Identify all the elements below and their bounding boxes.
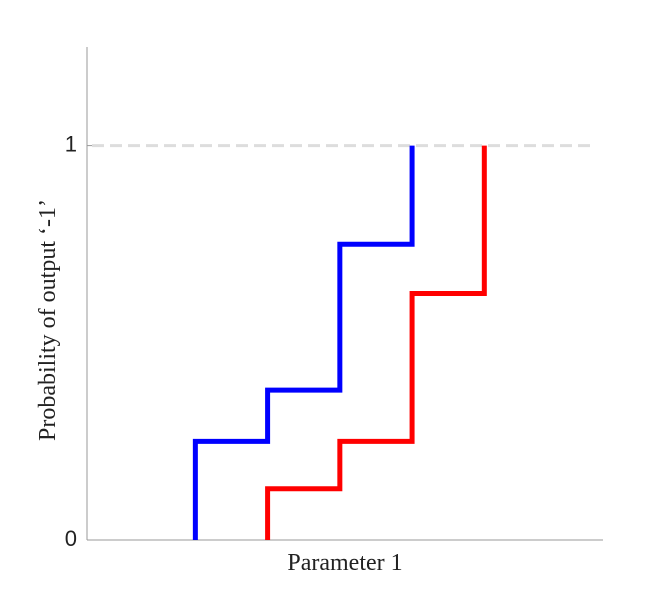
step-line: [192, 145, 415, 540]
y-axis-label: Probability of output ‘-1’: [35, 199, 61, 441]
y-tick-label: 1: [65, 131, 77, 156]
y-tick-label: 0: [65, 526, 77, 551]
x-axis-label: Parameter 1: [287, 550, 402, 576]
step-line: [265, 145, 487, 540]
